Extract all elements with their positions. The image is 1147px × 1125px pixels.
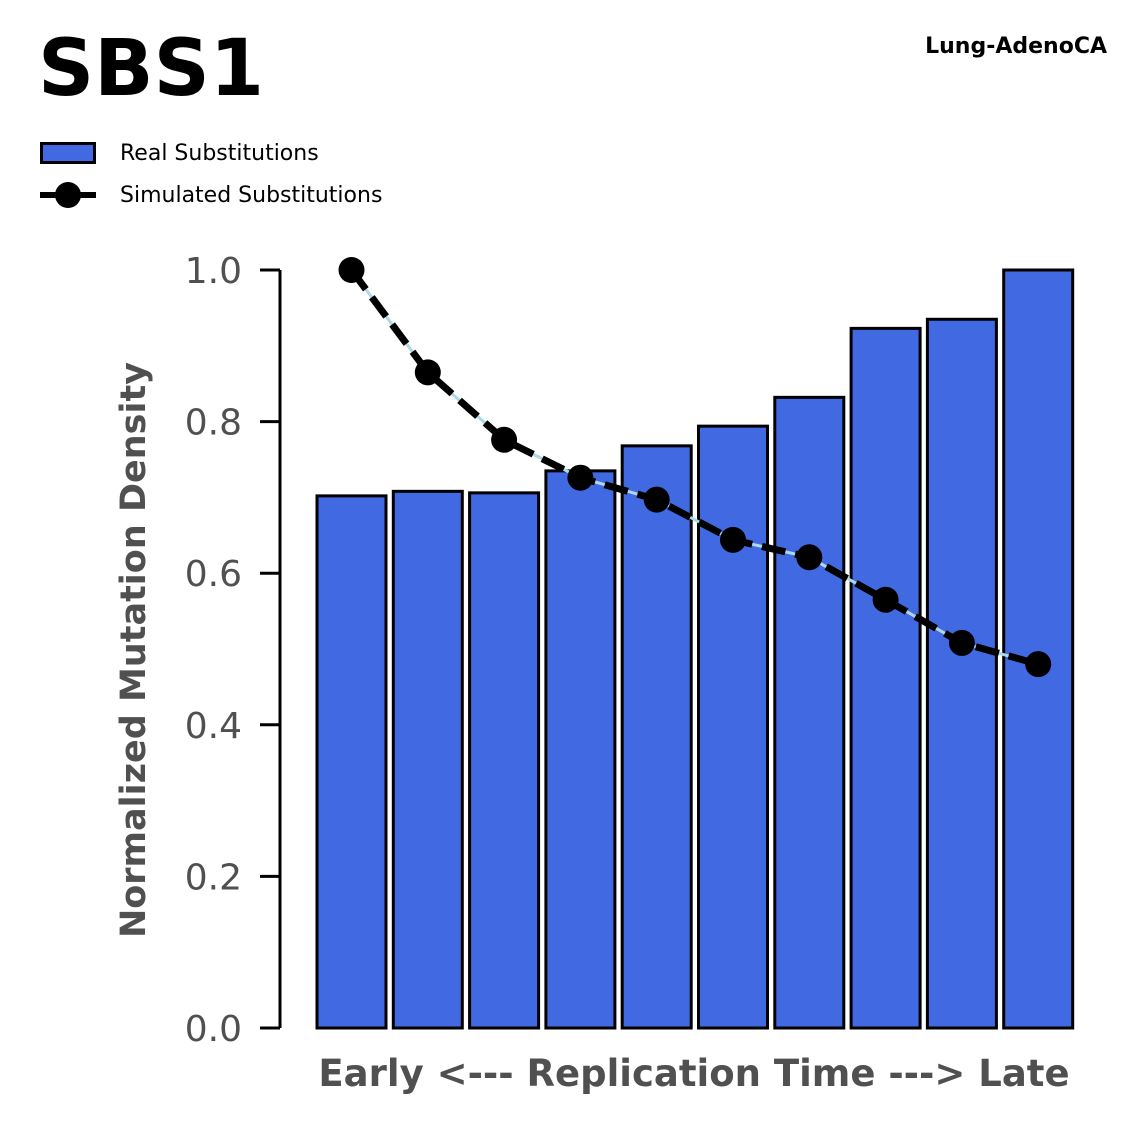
bar <box>391 489 464 1030</box>
simulated-point <box>338 257 365 283</box>
y-axis-label: Normalized Mutation Density <box>114 362 154 938</box>
bar <box>315 494 388 1030</box>
simulated-point <box>720 526 746 553</box>
legend-item-simulated: Simulated Substitutions <box>40 174 382 216</box>
y-tick-label: 1.0 <box>185 251 242 292</box>
bar <box>544 469 617 1030</box>
y-tick-label: 0.0 <box>185 1009 242 1050</box>
y-tick-label: 0.8 <box>185 403 242 444</box>
legend-label-simulated: Simulated Substitutions <box>120 182 383 208</box>
simulated-line <box>348 267 1040 668</box>
legend-item-real: Real Substitutions <box>40 132 382 174</box>
y-tick-label: 0.6 <box>185 554 242 595</box>
bar <box>925 317 998 1030</box>
simulated-point <box>643 486 670 513</box>
y-tick-label: 0.4 <box>185 706 242 747</box>
bar <box>468 491 541 1030</box>
chart-subtitle: Lung-AdenoCA <box>925 34 1107 59</box>
chart-title: SBS1 <box>38 24 265 114</box>
legend: Real Substitutions Simulated Substitutio… <box>40 132 382 216</box>
simulated-point <box>414 359 441 386</box>
simulated-point <box>567 464 594 491</box>
legend-swatch-bar <box>40 142 96 164</box>
bar <box>849 326 922 1030</box>
legend-swatch-line <box>40 182 96 208</box>
bar <box>773 395 846 1030</box>
simulated-point <box>796 544 823 571</box>
simulated-point <box>948 629 975 656</box>
simulated-point <box>872 586 899 613</box>
simulated-point <box>1025 651 1052 678</box>
bar <box>620 444 693 1030</box>
y-tick-label: 0.2 <box>185 857 242 898</box>
legend-label-real: Real Substitutions <box>120 140 319 166</box>
bar <box>697 424 769 1030</box>
simulated-point <box>491 426 518 453</box>
bar <box>1002 268 1075 1030</box>
x-axis-label: Early <--- Replication Time ---> Late <box>318 1052 1069 1095</box>
